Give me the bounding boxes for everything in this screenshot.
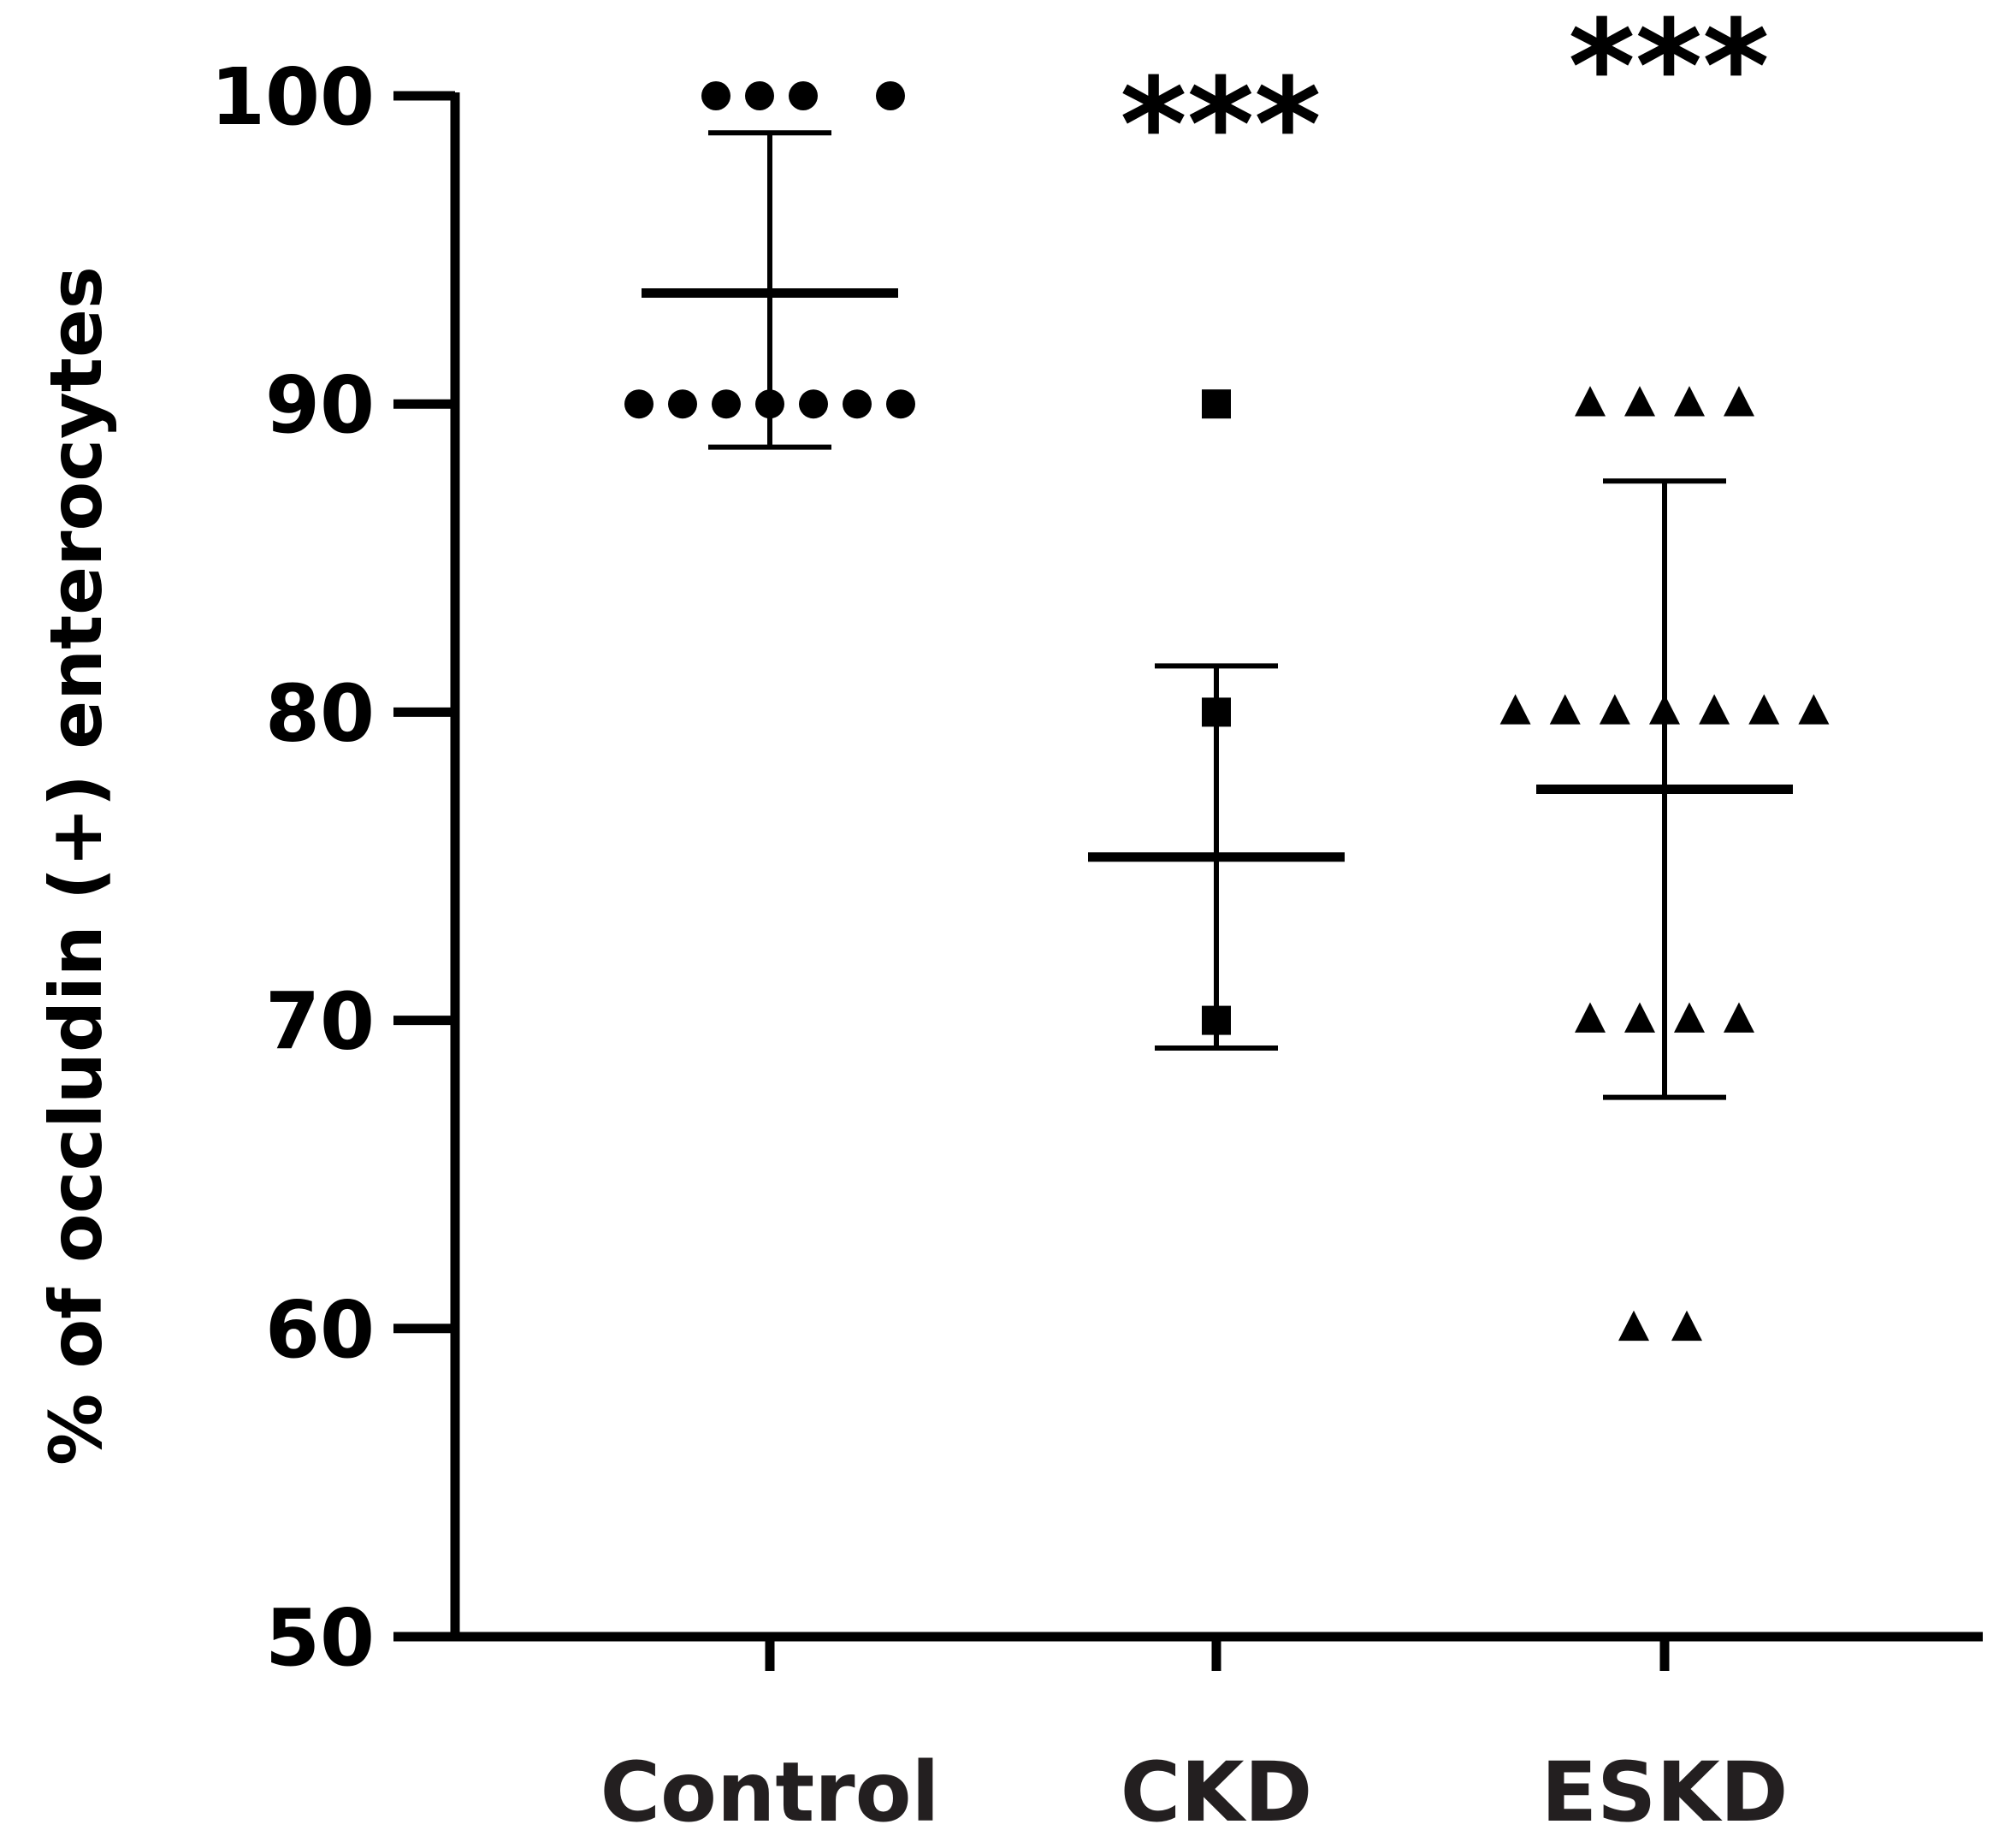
data-point-eskd-80-5 [1699,694,1730,725]
data-point-control-90-1 [624,389,654,419]
data-point-eskd-70-1 [1575,1002,1606,1033]
y-tick-label-60: 60 [265,1284,375,1376]
data-points [624,81,1830,1342]
data-point-control-100-4 [876,81,905,110]
data-point-control-90-4 [755,389,784,419]
data-point-eskd-90-1 [1575,386,1606,417]
data-point-control-90-6 [843,389,872,419]
data-point-eskd-80-6 [1748,694,1780,725]
data-point-eskd-60-1 [1618,1310,1649,1342]
category-label-ckd: CKD [1121,1744,1313,1840]
data-point-control-90-3 [712,389,741,419]
data-point-ckd-80-1 [1202,697,1231,727]
data-point-eskd-70-4 [1724,1002,1754,1033]
category-label-eskd: ESKD [1541,1744,1789,1840]
data-point-control-90-7 [886,389,915,419]
data-point-control-90-2 [668,389,697,419]
data-point-control-90-5 [799,389,828,419]
data-point-eskd-90-2 [1624,386,1655,417]
data-point-eskd-80-2 [1549,694,1581,725]
data-point-ckd-90-1 [1202,389,1231,419]
data-point-ckd-70-1 [1202,1005,1231,1035]
data-point-eskd-70-2 [1624,1002,1655,1033]
chart-labels: % of occludin (+) enterocytes Control CKD *… [34,0,1788,1840]
error-bars [642,130,1793,1100]
data-point-eskd-90-3 [1674,386,1705,417]
y-tick-label-50: 50 [265,1592,375,1684]
y-tick-label-80: 80 [265,667,375,759]
data-point-eskd-80-1 [1499,694,1531,725]
y-tick-label-100: 100 [210,51,375,143]
significance-eskd: *** [1568,0,1769,142]
data-point-eskd-80-7 [1798,694,1830,725]
axes [450,92,1983,1671]
data-point-eskd-60-2 [1671,1310,1702,1342]
y-tick-label-90: 90 [265,359,375,451]
category-label-control: Control [600,1744,940,1840]
data-point-eskd-70-3 [1674,1002,1705,1033]
y-tick-label-70: 70 [265,976,375,1068]
data-point-control-100-1 [701,81,730,110]
y-axis-title: % of occludin (+) enterocytes [34,266,118,1466]
significance-ckd: *** [1120,51,1321,200]
data-point-control-100-2 [745,81,774,110]
data-point-control-100-3 [789,81,818,110]
data-point-eskd-80-3 [1599,694,1630,725]
data-point-eskd-80-4 [1649,694,1680,725]
data-point-eskd-90-4 [1724,386,1754,417]
y-axis-ticks: 50 60 70 80 90 100 [210,51,455,1684]
